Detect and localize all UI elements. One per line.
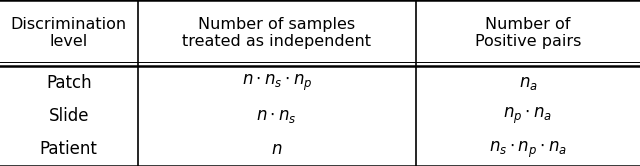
Text: Number of samples
treated as independent: Number of samples treated as independent [182, 17, 371, 49]
Text: Number of
Positive pairs: Number of Positive pairs [475, 17, 581, 49]
Text: $n$: $n$ [271, 140, 282, 158]
Text: $n \cdot n_s$: $n \cdot n_s$ [257, 107, 297, 125]
Text: $n \cdot n_s \cdot n_p$: $n \cdot n_s \cdot n_p$ [241, 73, 312, 93]
Text: Patch: Patch [46, 74, 92, 92]
Text: Patient: Patient [40, 140, 98, 158]
Text: $n_a$: $n_a$ [518, 74, 538, 92]
Text: Discrimination
level: Discrimination level [11, 17, 127, 49]
Text: $n_s \cdot n_p \cdot n_a$: $n_s \cdot n_p \cdot n_a$ [489, 139, 567, 160]
Text: Slide: Slide [49, 107, 89, 125]
Text: $n_p \cdot n_a$: $n_p \cdot n_a$ [504, 106, 552, 126]
